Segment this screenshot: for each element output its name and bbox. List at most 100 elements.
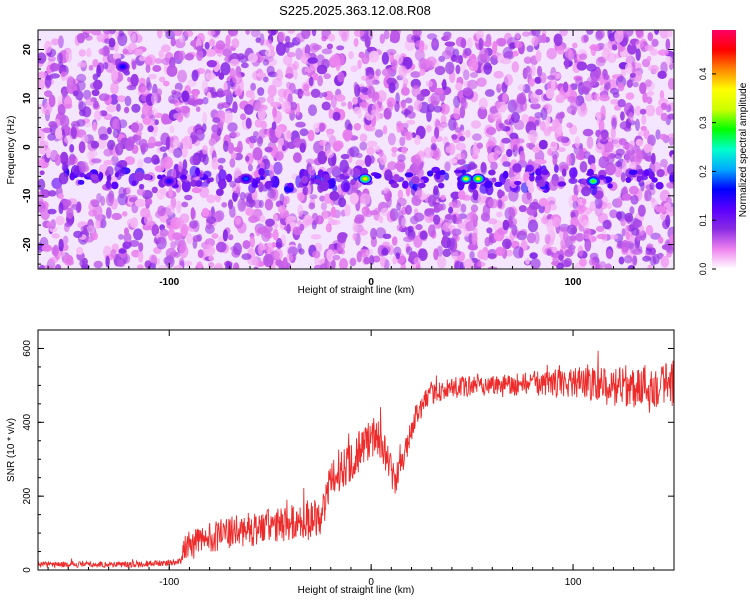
heatmap-cell bbox=[38, 52, 47, 64]
heatmap-cell bbox=[307, 57, 319, 64]
heatmap-cell bbox=[586, 30, 594, 35]
heatmap-cell bbox=[650, 65, 660, 74]
heatmap-cell bbox=[594, 197, 603, 209]
heatmap-cell bbox=[414, 40, 425, 48]
heatmap-cell bbox=[245, 198, 256, 208]
heatmap-cell bbox=[492, 115, 503, 122]
heatmap-cell bbox=[282, 55, 293, 66]
heatmap-cell bbox=[311, 219, 317, 230]
heatmap-cell bbox=[208, 261, 215, 269]
heatmap-cell bbox=[608, 79, 618, 91]
heatmap-cell bbox=[253, 266, 259, 269]
heatmap-cell bbox=[137, 158, 144, 171]
heatmap-cell bbox=[258, 199, 264, 209]
heatmap-cell bbox=[330, 94, 337, 109]
heatmap-cell bbox=[625, 224, 630, 234]
heatmap-cell bbox=[78, 141, 86, 154]
heatmap-cell bbox=[248, 135, 258, 144]
snr-y-tick-label: 600 bbox=[22, 340, 33, 357]
heatmap-cell bbox=[267, 188, 276, 199]
heatmap-cell bbox=[178, 50, 186, 61]
heatmap-cell bbox=[308, 166, 316, 176]
heatmap-cell bbox=[216, 188, 224, 196]
heatmap-cell bbox=[202, 97, 209, 105]
heatmap-cell bbox=[303, 214, 313, 226]
heatmap-cell bbox=[344, 204, 351, 217]
heatmap-cell bbox=[585, 93, 593, 102]
heatmap-cell bbox=[347, 101, 353, 110]
heatmap-cell bbox=[625, 92, 635, 100]
heatmap-band-cell bbox=[437, 182, 445, 189]
heatmap-cell bbox=[460, 38, 467, 49]
heatmap-cell bbox=[230, 131, 241, 138]
heatmap-x-axis-label: Height of straight line (km) bbox=[298, 285, 415, 296]
heatmap-cell bbox=[607, 52, 617, 64]
heatmap-band-cell bbox=[643, 169, 650, 176]
heatmap-cell bbox=[659, 30, 670, 39]
heatmap-band-cell bbox=[648, 171, 655, 180]
heatmap-cell bbox=[306, 158, 315, 165]
heatmap-cell bbox=[83, 89, 92, 100]
heatmap-cell bbox=[213, 30, 221, 36]
heatmap-cell bbox=[264, 49, 273, 57]
snr-y-tick-label: 200 bbox=[22, 487, 33, 504]
heatmap-cell bbox=[668, 137, 674, 146]
heatmap-cell bbox=[567, 96, 577, 103]
heatmap-band-cell bbox=[529, 174, 535, 182]
heatmap-band-cell bbox=[656, 169, 665, 178]
heatmap-cell bbox=[102, 30, 112, 35]
heatmap-cell bbox=[181, 201, 189, 208]
heatmap-cell bbox=[487, 136, 497, 148]
heatmap-x-tick-label: -100 bbox=[159, 277, 179, 288]
heatmap-cell bbox=[434, 65, 446, 76]
heatmap-cell bbox=[540, 107, 548, 121]
heatmap-cell bbox=[538, 139, 548, 150]
heatmap-cell bbox=[566, 122, 573, 128]
heatmap-cell bbox=[151, 93, 158, 105]
heatmap-cell bbox=[666, 252, 672, 258]
heatmap-cell bbox=[637, 245, 643, 253]
snr-x-tick-label: -100 bbox=[159, 577, 179, 588]
heatmap-cell bbox=[366, 140, 378, 148]
heatmap-cell bbox=[81, 257, 88, 266]
heatmap-band-cell bbox=[651, 177, 658, 183]
heatmap-cell bbox=[644, 146, 651, 154]
heatmap-cell bbox=[467, 243, 478, 251]
heatmap-cell bbox=[83, 228, 88, 234]
heatmap-hotspot bbox=[463, 177, 469, 181]
heatmap-cell bbox=[178, 257, 185, 268]
snr-frame bbox=[37, 329, 675, 571]
heatmap-cell bbox=[334, 94, 346, 102]
heatmap-cell bbox=[103, 148, 113, 157]
heatmap-cell bbox=[405, 246, 413, 255]
heatmap-cell bbox=[534, 231, 540, 245]
heatmap-cell bbox=[247, 52, 258, 63]
heatmap-cell bbox=[630, 195, 639, 205]
heatmap-cell bbox=[541, 33, 547, 44]
heatmap-cell bbox=[310, 234, 322, 240]
heatmap-cell bbox=[547, 75, 556, 81]
heatmap-cell bbox=[517, 84, 526, 91]
heatmap-cell bbox=[380, 256, 386, 267]
heatmap-cell bbox=[467, 163, 478, 170]
heatmap-cell bbox=[128, 196, 138, 203]
heatmap-cell bbox=[225, 260, 231, 269]
heatmap-cell bbox=[92, 59, 99, 68]
heatmap-cell bbox=[357, 59, 362, 70]
heatmap-cell bbox=[576, 61, 588, 71]
heatmap-cell bbox=[235, 217, 241, 225]
heatmap-cell bbox=[225, 34, 231, 47]
heatmap-cell bbox=[500, 57, 512, 65]
heatmap-cell bbox=[44, 40, 52, 53]
heatmap-cell bbox=[562, 81, 569, 93]
heatmap-cell bbox=[316, 64, 328, 75]
heatmap-cell bbox=[319, 122, 326, 132]
heatmap-cell bbox=[466, 37, 473, 49]
heatmap-cell bbox=[320, 202, 327, 211]
heatmap-cell bbox=[91, 89, 100, 97]
heatmap-cell bbox=[595, 56, 606, 67]
heatmap-cell bbox=[484, 89, 495, 97]
heatmap-cell bbox=[546, 248, 552, 256]
heatmap-cell bbox=[405, 97, 413, 104]
heatmap-cell bbox=[165, 136, 171, 150]
